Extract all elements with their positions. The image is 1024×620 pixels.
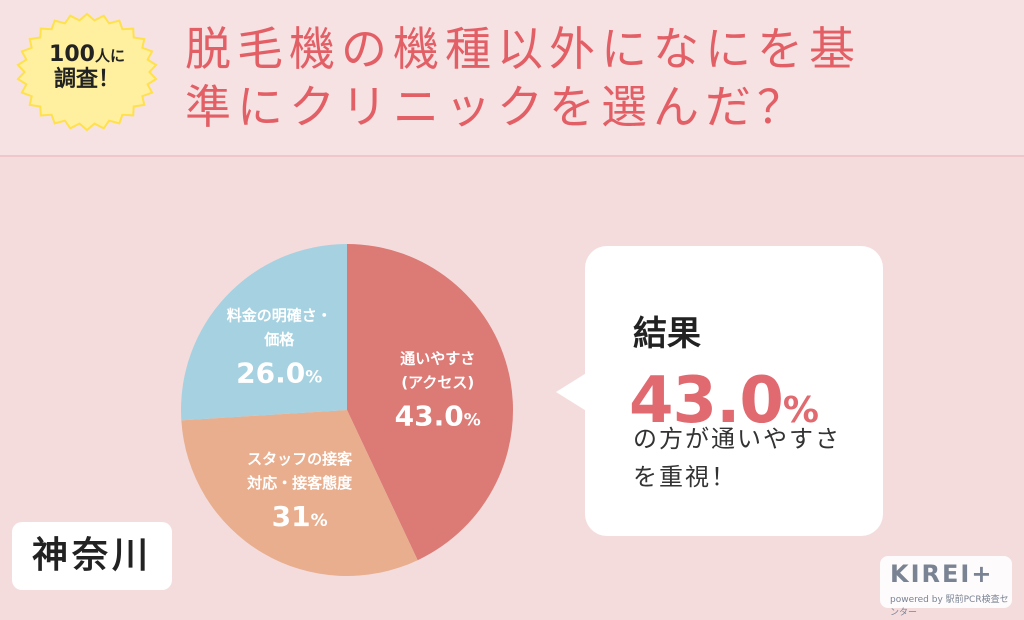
kirei-logo: KIREI+ powered by 駅前PCR検査センター xyxy=(880,556,1012,618)
pie-value-0: 43.0% xyxy=(395,400,481,433)
pie-label-0: 通いやすさ (アクセス) 43.0% xyxy=(395,350,481,433)
callout-value-unit: % xyxy=(782,390,819,431)
callout-value-number: 43.0 xyxy=(629,364,784,438)
pie-label-1-line-1: 対応・接客態度 xyxy=(246,474,353,492)
callout-line2: を重視！ xyxy=(633,463,737,491)
pie-label-2-line-1: 価格 xyxy=(263,330,295,348)
header: 100人に 調査！ 脱毛機の機種以外になにを基 準にクリニックを選んだ？ xyxy=(0,0,1024,157)
pie-label-2-line-0: 料金の明確さ・ xyxy=(227,306,332,324)
pie-value-2: 26.0% xyxy=(236,356,322,389)
pie-label-0-line-0: 通いやすさ xyxy=(400,350,475,368)
logo-sub: powered by 駅前PCR検査センター xyxy=(890,595,1009,618)
badge-burst-shape xyxy=(16,12,158,132)
callout-pointer xyxy=(556,372,588,412)
badge-count: 100 xyxy=(49,42,95,67)
pie-slice-0 xyxy=(347,244,513,561)
title-line2: 準にクリニックを選んだ？ xyxy=(185,80,809,134)
callout-value: 43.0% xyxy=(629,364,819,438)
badge-line2: 調査！ xyxy=(53,67,120,93)
logo-main: KIREI+ xyxy=(890,560,994,588)
pie-slice-2 xyxy=(181,244,347,421)
pie-slice-1 xyxy=(181,410,418,576)
survey-badge: 100人に 調査！ xyxy=(12,12,162,132)
callout-heading: 結果 xyxy=(633,314,701,354)
page-title: 脱毛機の機種以外になにを基 準にクリニックを選んだ？ xyxy=(185,20,975,136)
callout-body: の方が通いやすさ を重視！ xyxy=(633,420,863,496)
callout-line1: の方が通いやすさ xyxy=(633,425,841,453)
title-line1: 脱毛機の機種以外になにを基 xyxy=(185,22,861,76)
result-callout: 結果 43.0% の方が通いやすさ を重視！ xyxy=(585,246,883,536)
pie-label-2: 料金の明確さ・価格 26.0% xyxy=(227,306,332,389)
badge-count-suffix: 人に xyxy=(94,47,125,65)
pie-label-1-line-0: スタッフの接客 xyxy=(247,450,353,468)
pie-label-0-line-1: (アクセス) xyxy=(401,374,474,392)
pie-value-1: 31% xyxy=(272,500,328,533)
region-label: 神奈川 xyxy=(12,522,172,590)
